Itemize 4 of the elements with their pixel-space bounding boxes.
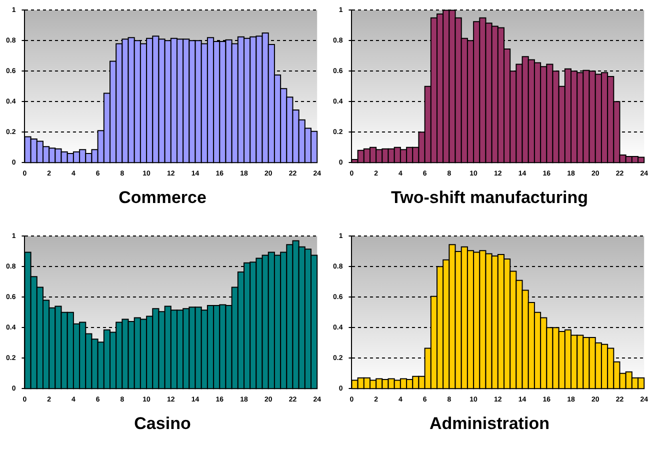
text: Commerce: [118, 188, 208, 208]
text: Two-shift manufacturing: [390, 188, 590, 208]
text: Casino: [133, 414, 192, 434]
text: Administration: [428, 414, 550, 434]
